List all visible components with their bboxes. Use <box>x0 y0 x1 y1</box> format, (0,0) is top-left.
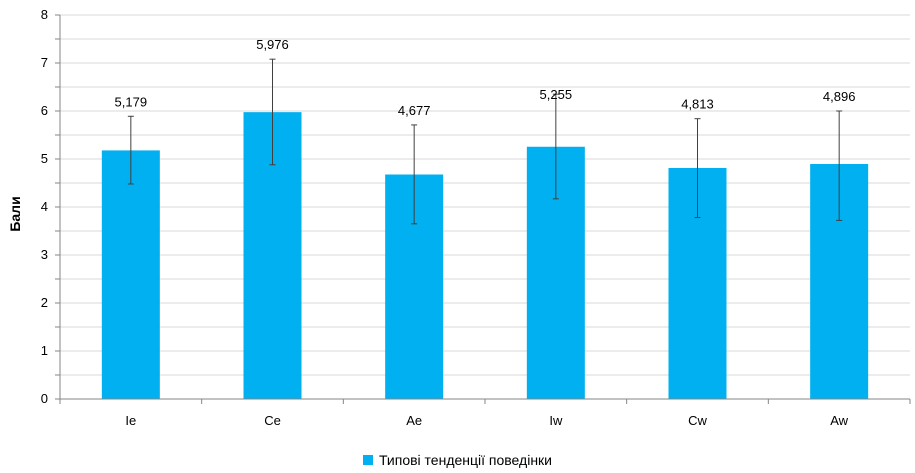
gridlines <box>60 14 910 376</box>
data-label: 5,179 <box>115 94 148 109</box>
y-tick-label: 8 <box>41 7 48 22</box>
legend-label: Типові тенденції поведінки <box>378 452 552 468</box>
data-label: 4,677 <box>398 103 431 118</box>
bars <box>101 112 869 399</box>
data-label: 4,896 <box>823 89 856 104</box>
y-tick-label: 1 <box>41 343 48 358</box>
y-tick-label: 5 <box>41 151 48 166</box>
data-label: 5,976 <box>256 37 289 52</box>
y-tick-label: 3 <box>41 247 48 262</box>
y-tick-label: 0 <box>41 391 48 406</box>
y-tick-label: 6 <box>41 103 48 118</box>
y-tick-label: 2 <box>41 295 48 310</box>
y-tick-label: 7 <box>41 55 48 70</box>
y-tick-label: 4 <box>41 199 48 214</box>
legend: Типові тенденції поведінки <box>0 452 915 468</box>
error-bars <box>127 58 843 225</box>
x-tick-label: Ie <box>125 413 136 428</box>
data-label: 5,255 <box>540 87 573 102</box>
y-axis-title: Бали <box>7 196 23 231</box>
x-tick-label: Aw <box>830 413 848 428</box>
x-tick-label: Ae <box>406 413 422 428</box>
bar <box>101 150 160 399</box>
data-label: 4,813 <box>681 97 714 112</box>
axes <box>55 14 911 404</box>
x-tick-label: Cw <box>688 413 707 428</box>
labels: 0 1 2 3 4 5 6 7 8 5,179 Ie 5,976 Ce 4,677 Ae 5,255 Iw 4,8… <box>41 7 856 428</box>
legend-swatch-icon <box>362 455 373 465</box>
x-tick-label: Ce <box>264 413 281 428</box>
bar-chart-plot: 0 1 2 3 4 5 6 7 8 5,179 Ie 5,976 Ce 4,677 Ae 5,255 Iw 4,8… <box>7 7 911 428</box>
x-tick-label: Iw <box>549 413 563 428</box>
